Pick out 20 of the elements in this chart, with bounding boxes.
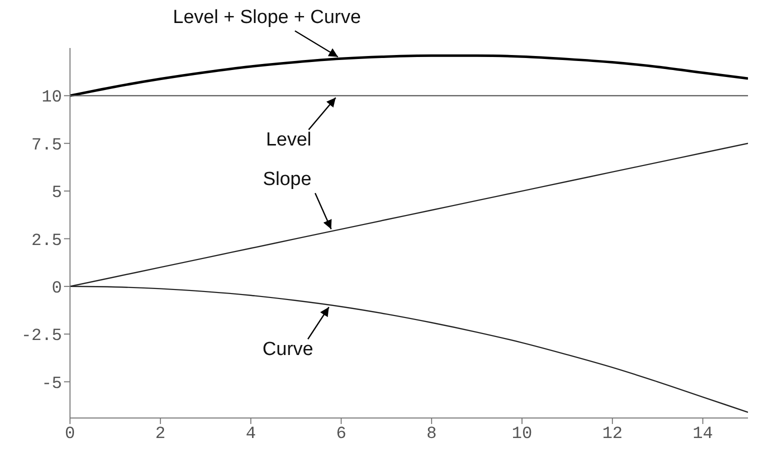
y-tick-label: 2.5 <box>31 232 62 251</box>
annotation: Curve <box>262 339 314 360</box>
x-tick-label: 8 <box>426 425 437 444</box>
x-tick-label: 0 <box>64 425 76 444</box>
y-tick-label: -5 <box>42 374 62 394</box>
annotation: Level <box>266 130 312 151</box>
line-series <box>70 54 748 97</box>
y-tick-label: 10 <box>42 88 62 108</box>
x-tick-label: 4 <box>246 425 256 444</box>
x-tick-label: 2 <box>155 425 166 444</box>
x-tick-label: 10 <box>512 425 532 444</box>
x-tick-label: 6 <box>336 425 346 444</box>
x-tick-label: 12 <box>602 425 623 444</box>
y-tick-label: -2.5 <box>21 327 62 346</box>
y-tick-label: 0 <box>52 279 62 298</box>
y-tick-label: 5 <box>52 184 62 204</box>
y-tick-label: 7.5 <box>31 136 62 156</box>
annotation: Slope <box>262 169 312 190</box>
annotation: Level + Slope + Curve <box>172 6 361 28</box>
x-tick-label: 14 <box>692 425 714 444</box>
